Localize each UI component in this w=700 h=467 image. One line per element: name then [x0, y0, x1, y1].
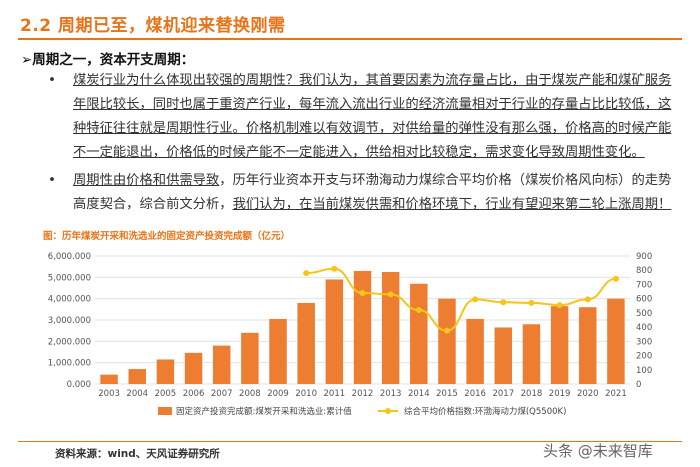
x-tick-label: 2013	[380, 389, 402, 399]
bar	[269, 318, 287, 384]
x-tick-label: 2004	[126, 389, 148, 399]
x-tick-label: 2015	[436, 389, 458, 399]
paragraph-body: ，历年行业资本开支与环渤海动力煤综合平均价格（煤炭价格风向标）的走势高度契合，综…	[73, 173, 672, 212]
price-point	[472, 296, 479, 303]
x-tick-label: 2008	[239, 389, 261, 399]
x-tick-label: 2020	[577, 389, 599, 399]
bar	[128, 369, 146, 384]
bar	[522, 324, 541, 384]
chart-caption: 图：历年煤炭开采和洗选业的固定资产投资完成额（亿元）	[43, 231, 291, 242]
bar	[579, 307, 597, 384]
x-tick-label: 2003	[98, 389, 120, 399]
x-tick-label: 2017	[492, 389, 514, 399]
x-tick-label: 2011	[324, 389, 346, 399]
x-tick-label: 2021	[605, 389, 627, 399]
price-point	[415, 307, 422, 314]
y-right-tick-label: 900	[636, 252, 652, 262]
footer-divider	[18, 441, 682, 442]
bar	[241, 332, 259, 384]
y-left-tick-label: 4,000.000	[48, 295, 91, 305]
x-tick-label: 2005	[155, 389, 177, 399]
price-point	[584, 296, 591, 303]
y-right-tick-label: 200	[636, 352, 652, 362]
y-right-tick-label: 400	[636, 323, 652, 333]
x-tick-label: 2006	[183, 389, 205, 399]
bar	[100, 374, 118, 384]
bar	[381, 272, 400, 384]
price-point	[443, 327, 450, 334]
x-tick-label: 2016	[464, 389, 486, 399]
legend-bar-swatch	[158, 407, 172, 415]
legend-line-marker	[385, 408, 391, 414]
y-left-tick-label: 1,000.000	[48, 359, 91, 369]
y-left-tick-label: 6,000.000	[48, 252, 91, 262]
bar	[212, 345, 231, 384]
bar	[550, 306, 569, 384]
bar	[325, 279, 344, 384]
x-tick-label: 2014	[408, 389, 430, 399]
bar	[494, 327, 513, 384]
bar	[297, 302, 315, 384]
bar	[156, 359, 175, 384]
x-tick-label: 2012	[352, 389, 374, 399]
page-title: 2.2 周期已至，煤机迎来替换刚需	[20, 16, 286, 36]
x-tick-label: 2019	[549, 389, 571, 399]
legend-bar-label: 固定资产投资完成额:煤炭开采和洗选业:累计值	[176, 406, 352, 417]
bar	[353, 270, 372, 384]
price-point	[303, 270, 310, 277]
title-divider	[18, 38, 682, 40]
bullet-marker: •	[48, 72, 56, 88]
y-left-tick-label: 5,000.000	[48, 273, 91, 283]
bar	[466, 318, 484, 384]
price-point	[331, 265, 338, 272]
y-right-tick-label: 100	[636, 366, 652, 376]
y-right-tick-label: 600	[636, 295, 652, 305]
section-subtitle: ➢周期之一，资本开支周期：	[21, 52, 195, 68]
paragraph-highlight-price-supply: 周期性由价格和供需导致	[73, 173, 220, 188]
paragraph-cycle-outlook: 周期性由价格和供需导致，历年行业资本开支与环渤海动力煤综合平均价格（煤炭价格风向…	[73, 169, 673, 217]
price-point	[359, 289, 366, 296]
y-right-tick-label: 700	[636, 280, 652, 290]
y-left-tick-label: 0.000	[67, 380, 91, 390]
y-right-tick-label: 500	[636, 309, 652, 319]
bar	[607, 298, 625, 384]
paragraph-cycle-reason-text: 煤炭行业为什么体现出较强的周期性？我们认为，其首要因素为流存量占比，由于煤炭产能…	[73, 73, 672, 160]
bullet-marker: •	[48, 172, 56, 188]
paragraph-conclusion: 我们认为，在当前煤炭供需和价格环境下，行业有望迎来第二轮上涨周期！	[232, 197, 672, 212]
price-point	[612, 275, 619, 282]
investment-price-chart: 0.000 1,000.000 2,000.000 3,000.000 4,000.00…	[48, 252, 653, 417]
bar	[438, 298, 456, 384]
price-point	[556, 302, 563, 309]
price-point	[500, 299, 507, 306]
y-left-tick-label: 3,000.000	[48, 316, 91, 326]
y-right-tick-label: 800	[636, 266, 652, 276]
y-right-tick-label: 0	[636, 380, 641, 390]
watermark-text: 头条 @未来智库	[543, 442, 653, 460]
source-note: 资料来源：wind、天风证券研究所	[55, 448, 220, 460]
bar	[184, 352, 203, 384]
x-tick-label: 2009	[267, 389, 289, 399]
legend-line-label: 综合平均价格指数:环渤海动力煤(Q5500K)	[404, 406, 566, 417]
price-point	[528, 299, 535, 306]
paragraph-cycle-reason: 煤炭行业为什么体现出较强的周期性？我们认为，其首要因素为流存量占比，由于煤炭产能…	[73, 69, 673, 165]
y-right-tick-label: 300	[636, 337, 652, 347]
x-tick-label: 2018	[521, 389, 543, 399]
price-line	[306, 267, 617, 332]
y-left-tick-label: 2,000.000	[48, 337, 91, 347]
bar	[410, 283, 428, 384]
price-point	[387, 291, 394, 298]
x-tick-label: 2007	[211, 389, 233, 399]
x-tick-label: 2010	[295, 389, 317, 399]
